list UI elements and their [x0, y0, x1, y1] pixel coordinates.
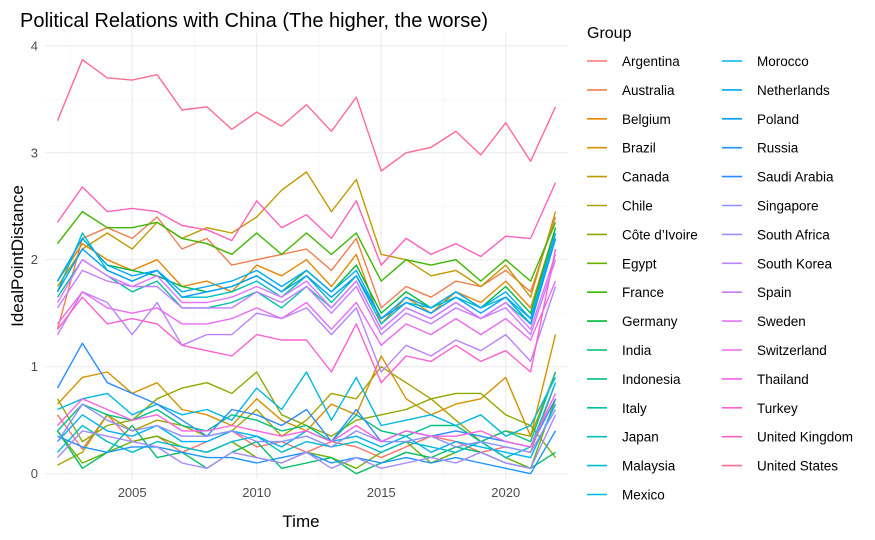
legend-label-singapore: Singapore [757, 199, 819, 214]
legend-label-malaysia: Malaysia [622, 459, 676, 474]
legend-label-poland: Poland [757, 112, 799, 127]
chart-title: Political Relations with China (The high… [20, 10, 488, 32]
y-tick-labels: 0 1 2 3 4 [31, 38, 38, 481]
series-line-united-kingdom [56, 182, 557, 266]
legend-label-argentina: Argentina [622, 54, 680, 69]
y-tick-label: 2 [31, 252, 38, 267]
legend-label-egypt: Egypt [622, 256, 657, 271]
x-tick-label: 2015 [367, 485, 396, 500]
legend-label-brazil: Brazil [622, 141, 656, 156]
x-tick-label: 2005 [118, 485, 147, 500]
legend-label-germany: Germany [622, 314, 678, 329]
legend-label-netherlands: Netherlands [757, 83, 830, 98]
series-line-saudi-arabia [56, 342, 557, 448]
legend-label-switzerland: Switzerland [757, 343, 827, 358]
y-tick-label: 3 [31, 145, 38, 160]
series-lines [56, 59, 557, 475]
legend-label-belgium: Belgium [622, 112, 671, 127]
legend-label-india: India [622, 343, 652, 358]
x-axis-title: Time [282, 512, 319, 531]
series-line-france [56, 210, 557, 282]
series-line-south-korea [56, 286, 557, 373]
legend-label-france: France [622, 285, 664, 300]
y-tick-label: 0 [31, 466, 38, 481]
series-line-south-africa [56, 414, 557, 469]
series-line-mexico [57, 371, 557, 437]
x-tick-label: 2010 [242, 485, 271, 500]
legend-label-chile: Chile [622, 199, 653, 214]
legend-label-morocco: Morocco [757, 54, 809, 69]
legend-label-cote-d-ivoire: Côte d’Ivoire [622, 227, 698, 242]
legend-label-sweden: Sweden [757, 314, 806, 329]
legend-label-turkey: Turkey [757, 401, 798, 416]
series-line-canada [56, 171, 557, 298]
series-line-indonesia [56, 371, 557, 443]
legend-label-south-korea: South Korea [757, 256, 833, 271]
legend: Group Argentina Australia Belgium Brazil Can… [587, 25, 853, 503]
legend-label-thailand: Thailand [757, 372, 809, 387]
legend-title: Group [587, 25, 632, 42]
legend-label-indonesia: Indonesia [622, 372, 681, 387]
plot-panel [45, 33, 568, 479]
legend-label-spain: Spain [757, 285, 792, 300]
y-tick-label: 4 [31, 38, 38, 53]
series-line-australia [56, 216, 557, 330]
series-line-belgium [56, 227, 557, 325]
legend-label-japan: Japan [622, 430, 659, 445]
legend-label-italy: Italy [622, 401, 647, 416]
series-line-turkey [56, 248, 557, 384]
series-line-spain [56, 259, 557, 336]
series-line-india [56, 424, 556, 475]
series-line-united-states [56, 59, 557, 172]
series-line-thailand [56, 393, 557, 448]
legend-label-united-states: United States [757, 459, 838, 474]
legend-label-russia: Russia [757, 141, 799, 156]
y-tick-label: 1 [31, 359, 38, 374]
series-line-sweden [56, 254, 557, 330]
series-line-singapore [56, 403, 557, 453]
y-axis-title: IdealPointDistance [8, 185, 27, 327]
legend-label-mexico: Mexico [622, 488, 665, 503]
x-tick-labels: 2005 2010 2015 2020 [118, 485, 520, 500]
legend-label-south-africa: South Africa [757, 227, 830, 242]
series-line-netherlands [56, 232, 557, 320]
series-line-poland [56, 238, 557, 325]
legend-label-australia: Australia [622, 83, 675, 98]
legend-label-saudi-arabia: Saudi Arabia [757, 170, 834, 185]
legend-label-united-kingdom: United Kingdom [757, 430, 853, 445]
x-tick-label: 2020 [491, 485, 520, 500]
series-line-switzerland [56, 280, 557, 346]
legend-label-canada: Canada [622, 170, 670, 185]
